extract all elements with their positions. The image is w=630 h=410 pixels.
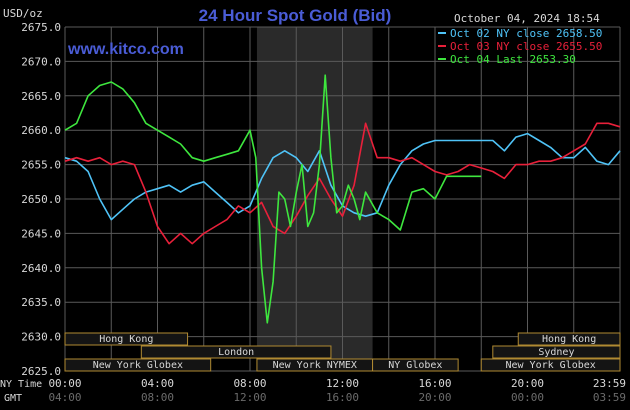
legend-entry: Oct 04 Last 2653.30	[450, 53, 576, 66]
market-session-bar	[64, 358, 212, 372]
x-tick-label-gmt: 04:00	[48, 391, 81, 404]
timestamp: October 04, 2024 18:54	[454, 12, 600, 25]
x-axis-ticks: 00:00 04:00 08:00 12:00 16:00 20:00 23:5904:00…	[48, 377, 626, 404]
x-tick-label-gmt: 03:59	[593, 391, 626, 404]
y-tick-label: 2645.0	[21, 227, 61, 240]
series-lines	[64, 74, 621, 324]
chart-title: 24 Hour Spot Gold (Bid)	[199, 6, 392, 25]
x-tick-label-gmt: 16:00	[326, 391, 359, 404]
y-tick-label: 2635.0	[21, 296, 61, 309]
x-tick-label-ny: 16:00	[418, 377, 451, 390]
market-session-bar	[480, 358, 621, 372]
y-tick-label: 2675.0	[21, 21, 61, 34]
market-session-label: Hong Kong	[99, 334, 153, 345]
ny-time-axis-label: NY Time	[0, 379, 42, 390]
series-line-3	[64, 74, 482, 324]
market-session-label: NY Globex	[388, 360, 442, 371]
y-tick-label: 2665.0	[21, 90, 61, 103]
y-tick-label: 2625.0	[21, 365, 61, 378]
y-unit-label: USD/oz	[3, 7, 43, 20]
y-tick-label: 2660.0	[21, 124, 61, 137]
market-session-bar	[492, 345, 621, 359]
x-tick-label-ny: 20:00	[511, 377, 544, 390]
legend-entry: Oct 03 NY close 2655.50	[450, 40, 602, 53]
market-session-bar	[140, 345, 332, 359]
legend-entry: Oct 02 NY close 2658.50	[450, 27, 602, 40]
market-session-label: Sydney	[538, 347, 574, 358]
x-tick-label-gmt: 08:00	[141, 391, 174, 404]
x-tick-label-ny: 00:00	[48, 377, 81, 390]
x-tick-label-gmt: 00:00	[511, 391, 544, 404]
gmt-axis-label: GMT	[4, 393, 22, 404]
market-session-label: New York Globex	[505, 360, 595, 371]
market-session-bar	[372, 358, 459, 372]
y-tick-label: 2650.0	[21, 193, 61, 206]
market-session-bar	[517, 332, 621, 346]
x-tick-label-ny: 23:59	[593, 377, 626, 390]
chart-grid	[64, 26, 621, 372]
series-line-2	[64, 122, 621, 245]
x-tick-label-ny: 08:00	[233, 377, 266, 390]
y-tick-label: 2640.0	[21, 262, 61, 275]
x-tick-label-ny: 04:00	[141, 377, 174, 390]
market-session-label: New York Globex	[93, 360, 183, 371]
market-session-label: London	[218, 347, 254, 358]
market-sessions: Hong Kong Hong Kong London Sydney New York G…	[64, 332, 621, 372]
x-tick-label-ny: 12:00	[326, 377, 359, 390]
y-tick-label: 2670.0	[21, 55, 61, 68]
y-tick-label: 2655.0	[21, 159, 61, 172]
y-axis-ticks: 2675.0 2670.0 2665.0 2660.0 2655.0 2650.0 2645…	[21, 21, 61, 378]
market-session-label: Hong Kong	[542, 334, 596, 345]
x-tick-label-gmt: 20:00	[418, 391, 451, 404]
x-tick-label-gmt: 12:00	[233, 391, 266, 404]
kitco-watermark[interactable]: www.kitco.com	[67, 41, 184, 58]
market-session-label: New York NYMEX	[273, 360, 357, 371]
y-tick-label: 2630.0	[21, 331, 61, 344]
market-session-bar	[64, 332, 189, 346]
